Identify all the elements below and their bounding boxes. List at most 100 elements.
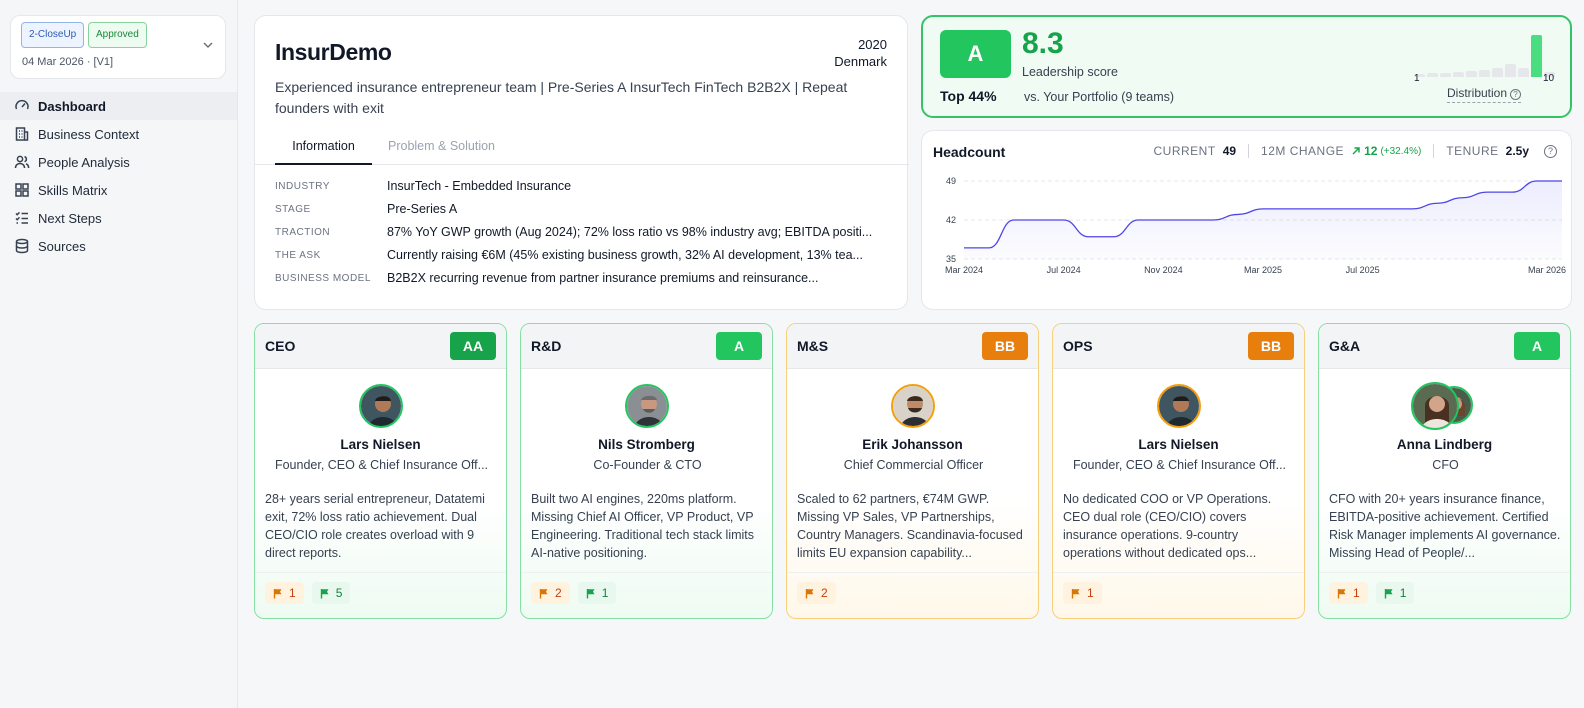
role-card-ms[interactable]: M&S BB Erik Johansson Chief Commercial O…: [786, 323, 1039, 619]
avatar: [359, 384, 403, 428]
sidebar-item-label: People Analysis: [38, 154, 130, 170]
sidebar-item-business-context[interactable]: Business Context: [0, 120, 237, 148]
info-row: TRACTION 87% YoY GWP growth (Aug 2024); 7…: [275, 225, 895, 248]
tab-bar: Information Problem & Solution: [255, 133, 909, 165]
help-icon[interactable]: ?: [1544, 144, 1557, 158]
green-flag-count[interactable]: 1: [1375, 582, 1415, 604]
grade-badge: BB: [982, 332, 1028, 360]
sidebar: 2-CloseUp Approved 04 Mar 2026 · [V1] Da…: [0, 0, 238, 708]
grade-badge: A: [1514, 332, 1560, 360]
info-label: BUSINESS MODEL: [275, 273, 371, 284]
distribution-bar: [1414, 74, 1425, 77]
tenure-label: TENURE: [1446, 144, 1499, 158]
info-value: InsurTech - Embedded Insurance: [387, 179, 572, 193]
sidebar-item-label: Business Context: [38, 126, 140, 142]
distribution-bar: [1453, 72, 1464, 77]
card-header: R&D A: [521, 324, 772, 369]
headcount-stats: CURRENT 49 12M CHANGE 12 (+32.4%) TENURE…: [1154, 144, 1557, 158]
status-badge: Approved: [88, 22, 147, 48]
divider: [1053, 572, 1304, 573]
divider: [255, 572, 506, 573]
database-icon: [15, 238, 29, 254]
sidebar-item-label: Dashboard: [38, 98, 106, 114]
person-summary: Built two AI engines, 220ms platform. Mi…: [531, 492, 755, 560]
building-icon: [15, 127, 29, 141]
deal-selector[interactable]: 2-CloseUp Approved 04 Mar 2026 · [V1]: [10, 15, 226, 79]
score-label: Leadership score: [1022, 65, 1118, 79]
grade-badge: AA: [450, 332, 496, 360]
x-tick-label: Jul 2025: [1346, 265, 1380, 275]
list-checks-icon: [15, 211, 28, 224]
distribution-max: 10: [1543, 73, 1555, 84]
role-card-ops[interactable]: OPS BB Lars Nielsen Founder, CEO & Chief…: [1052, 323, 1305, 619]
info-row: BUSINESS MODEL B2B2X recurring revenue fr…: [275, 271, 895, 294]
role-card-ceo[interactable]: CEO AA Lars Nielsen Founder, CEO & Chief…: [254, 323, 507, 619]
red-flag-count[interactable]: 1: [1329, 582, 1368, 604]
distribution-bar: [1518, 68, 1529, 77]
series-line: [964, 180, 1562, 249]
founded-year: 2020: [858, 37, 887, 52]
card-header: M&S BB: [787, 324, 1038, 369]
info-value: B2B2X recurring revenue from partner ins…: [387, 271, 819, 285]
grade-badge: BB: [1248, 332, 1294, 360]
red-flag-count[interactable]: 2: [797, 582, 836, 604]
gauge-icon: [15, 99, 29, 110]
y-tick-label: 42: [946, 215, 956, 225]
chevron-down-icon[interactable]: [203, 40, 213, 50]
red-flag-count[interactable]: 1: [265, 582, 304, 604]
flag-count: 5: [335, 586, 343, 600]
y-tick-label: 35: [946, 254, 956, 264]
sidebar-item-skills-matrix[interactable]: Skills Matrix: [0, 176, 237, 204]
flag-count: 2: [821, 586, 828, 600]
headcount-title: Headcount: [933, 144, 1006, 160]
sidebar-item-label: Next Steps: [38, 210, 102, 226]
info-value: Pre-Series A: [387, 202, 458, 216]
sidebar-nav: Dashboard Business Context People Analys…: [0, 92, 237, 260]
role-card-ga[interactable]: G&A A Anna Lindberg CFO CFO with 20+ yea…: [1318, 323, 1571, 619]
red-flag-count[interactable]: 1: [1063, 582, 1102, 604]
card-header: G&A A: [1319, 324, 1570, 369]
person-title: Founder, CEO & Chief Insurance Off...: [1072, 458, 1287, 472]
person-name: Anna Lindberg: [1396, 437, 1493, 452]
card-header: OPS BB: [1053, 324, 1304, 369]
divider: [521, 572, 772, 573]
person-name: Nils Stromberg: [598, 437, 695, 452]
grade-badge: A: [716, 332, 762, 360]
sidebar-item-dashboard[interactable]: Dashboard: [0, 92, 237, 120]
info-label: INDUSTRY: [275, 181, 330, 192]
flag-icon: [586, 588, 595, 598]
sidebar-item-sources[interactable]: Sources: [0, 232, 237, 260]
company-name: InsurDemo: [275, 39, 392, 65]
role-name: CEO: [265, 338, 296, 354]
person-name: Erik Johansson: [862, 437, 963, 452]
flag-count: 1: [1353, 586, 1360, 600]
green-flag-count[interactable]: 5: [311, 582, 351, 604]
sidebar-item-people-analysis[interactable]: People Analysis: [0, 148, 237, 176]
company-meta: 2020 Denmark: [834, 36, 887, 70]
flag-count: 1: [1399, 586, 1407, 600]
person-summary: Scaled to 62 partners, €74M GWP. Missing…: [797, 492, 1023, 560]
leadership-score-panel: A 8.3 Leadership score Top 44% vs. Your …: [921, 15, 1572, 118]
red-flag-count[interactable]: 2: [531, 582, 570, 604]
distribution-bar: [1492, 68, 1503, 77]
flag-list: 2: [797, 582, 844, 604]
current-label: CURRENT: [1153, 144, 1216, 158]
help-icon[interactable]: ?: [1510, 89, 1522, 100]
x-tick-label: Nov 2024: [1144, 265, 1183, 275]
green-flag-count[interactable]: 1: [577, 582, 617, 604]
role-name: OPS: [1063, 338, 1093, 354]
distribution-link[interactable]: Distribution?: [1447, 86, 1522, 103]
role-card-rnd[interactable]: R&D A Nils Stromberg Co-Founder & CTO Bu…: [520, 323, 773, 619]
company-tagline: Experienced insurance entrepreneur team …: [275, 79, 848, 116]
y-tick-label: 49: [946, 176, 956, 186]
flag-count: 2: [555, 586, 562, 600]
divider: [1433, 144, 1435, 158]
tab-problem-solution[interactable]: Problem & Solution: [388, 139, 496, 153]
current-value: 49: [1222, 144, 1237, 158]
arrow-up-right-icon: [1352, 147, 1360, 155]
sidebar-item-next-steps[interactable]: Next Steps: [0, 204, 237, 232]
x-tick-label: Jul 2024: [1047, 265, 1081, 275]
tab-information[interactable]: Information: [275, 133, 372, 165]
distribution-min: 1: [1414, 73, 1420, 84]
